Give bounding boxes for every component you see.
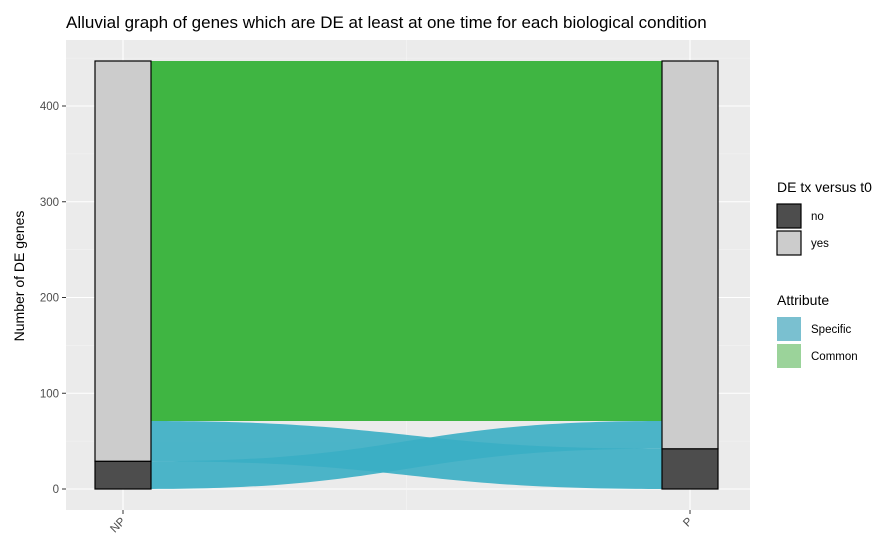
stratum-np-no <box>94 460 152 490</box>
legend: DE tx versus t0 no yes Attribute Specific Com… <box>776 179 872 368</box>
legend-label-yes: yes <box>811 238 829 250</box>
x-tick-label-np: NP <box>108 515 128 535</box>
y-tick-label: 300 <box>40 197 59 209</box>
legend-label-specific: Specific <box>811 324 852 336</box>
x-tick-label-p: P <box>681 515 695 529</box>
legend-title-strata: DE tx versus t0 <box>777 179 872 195</box>
y-axis-title: Number of DE genes <box>11 211 27 342</box>
chart-title: Alluvial graph of genes which are DE at … <box>66 13 707 32</box>
legend-key-no <box>776 203 802 229</box>
y-tick-label: 400 <box>40 101 59 113</box>
stratum-np-yes <box>94 60 152 462</box>
y-tick-label: 100 <box>40 388 59 400</box>
legend-title-attribute: Attribute <box>777 292 829 308</box>
stratum-p-no <box>661 448 719 490</box>
y-axis: 0 100 200 300 400 <box>40 101 66 496</box>
flow-specific-1 <box>151 421 662 489</box>
legend-label-no: no <box>811 211 824 223</box>
legend-key-common <box>777 344 801 368</box>
flow-common-2 <box>151 61 662 422</box>
legend-key-specific <box>777 317 801 341</box>
y-tick-label: 0 <box>53 484 59 496</box>
y-tick-label: 200 <box>40 293 59 305</box>
x-axis: NP P <box>108 510 695 535</box>
legend-key-yes <box>776 230 802 256</box>
stratum-p-yes <box>661 60 719 450</box>
strata-layer <box>94 60 719 490</box>
legend-label-common: Common <box>811 351 858 363</box>
flows-layer <box>151 61 662 489</box>
